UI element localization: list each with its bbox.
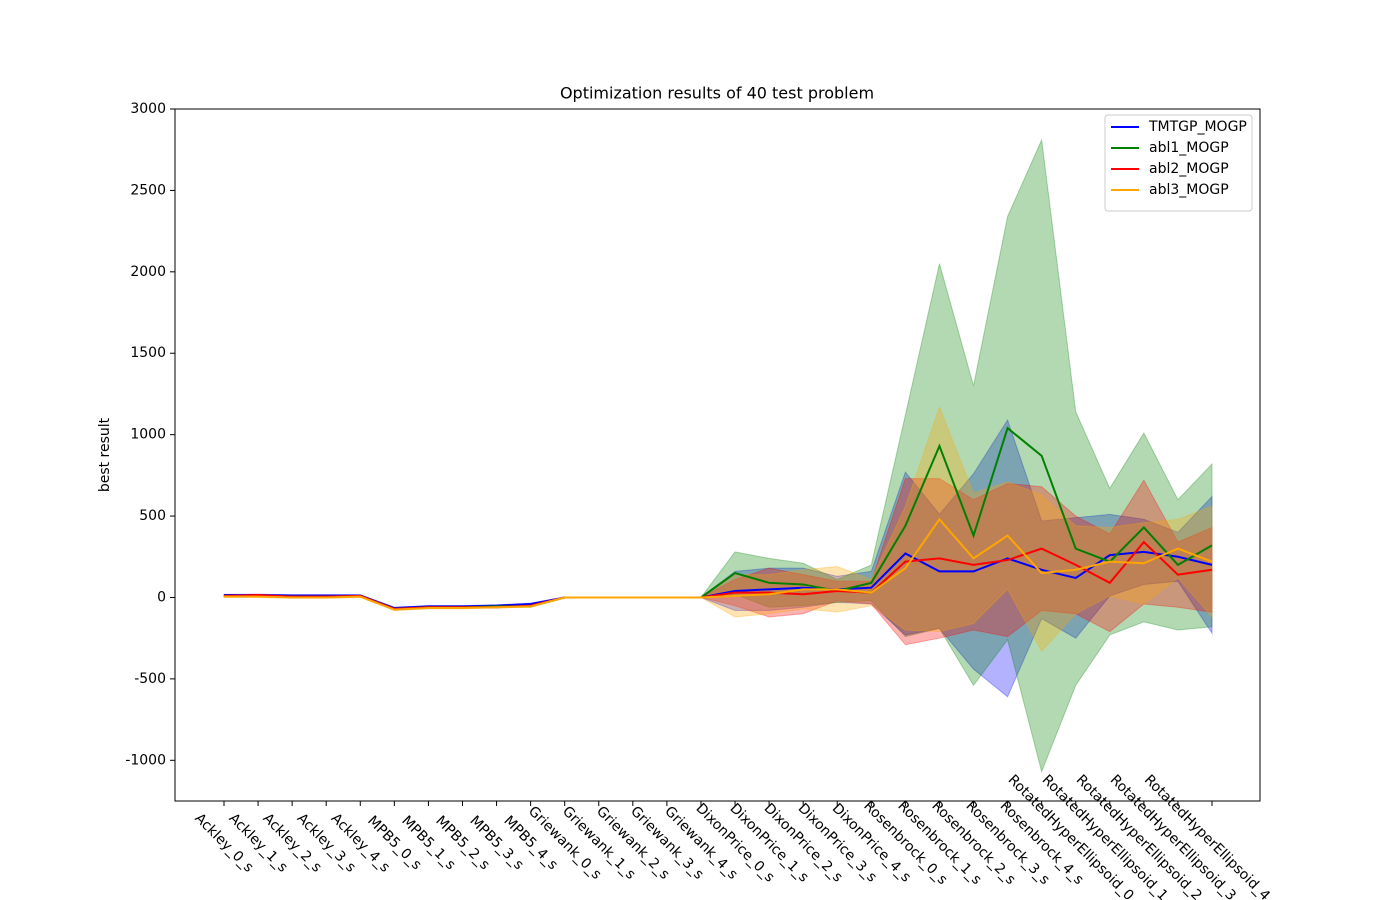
y-tick-label: 2500: [130, 182, 166, 198]
legend-label: abl3_MOGP: [1149, 182, 1229, 198]
y-tick-label: 1000: [130, 427, 166, 443]
plot-frame: [174, 108, 1261, 802]
y-tick-label: 0: [157, 589, 166, 605]
y-tick-label: 500: [139, 508, 166, 524]
y-tick-label: 1500: [130, 345, 166, 361]
legend-frame: [1104, 114, 1253, 212]
y-axis-label: best result: [97, 417, 113, 492]
y-tick-label: -1000: [125, 752, 166, 768]
legend-label: abl2_MOGP: [1149, 161, 1229, 177]
y-tick-label: 3000: [130, 101, 166, 117]
legend-label: abl1_MOGP: [1149, 140, 1229, 156]
y-tick-label: -500: [134, 671, 166, 687]
chart-title: Optimization results of 40 test problem: [560, 84, 874, 103]
error-band: [223, 138, 1213, 774]
series-line: [224, 517, 1213, 611]
y-tick-label: 2000: [130, 264, 166, 280]
legend-label: TMTGP_MOGP: [1148, 119, 1247, 135]
legend: TMTGP_MOGP abl1_MOGP abl2_MOGP abl3_MOGP: [1104, 114, 1253, 212]
